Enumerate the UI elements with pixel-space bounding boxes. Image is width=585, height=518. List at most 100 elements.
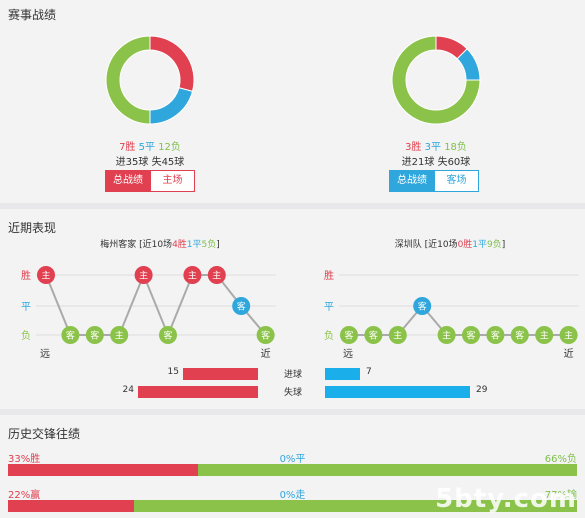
right-form-match-venue: 客 bbox=[418, 301, 427, 313]
left-form-axis-loss-label: 负 bbox=[21, 329, 31, 342]
right-form-match-node[interactable] bbox=[486, 326, 505, 344]
right-goals-for-value: 7 bbox=[366, 367, 372, 377]
left-form-match-venue: 主 bbox=[41, 270, 50, 282]
left-record-donut bbox=[105, 35, 195, 125]
left-summary-wins: 4胜 bbox=[172, 240, 187, 250]
left-summary-prefix: [近10场 bbox=[139, 240, 173, 250]
left-tab-home[interactable]: 主场 bbox=[150, 170, 195, 192]
right-form-near-label: 近 bbox=[564, 347, 574, 360]
right-goals: 进21球 失60球 bbox=[401, 157, 471, 168]
right-form-match-venue: 主 bbox=[564, 330, 573, 342]
left-form-match-venue: 主 bbox=[139, 270, 148, 282]
left-form-match-venue: 主 bbox=[115, 330, 124, 342]
left-wins: 7胜 bbox=[119, 142, 136, 153]
left-form-axis-win-label: 胜 bbox=[21, 270, 31, 282]
right-summary-wins: 0胜 bbox=[457, 240, 473, 250]
left-form-match-venue: 客 bbox=[261, 330, 270, 342]
right-form-chart: 胜平负客客主客主客客客主主远近 bbox=[324, 270, 579, 360]
right-form-axis-draw-label: 平 bbox=[324, 302, 334, 313]
left-form-match-node[interactable] bbox=[232, 297, 251, 315]
left-donut-loss-slice bbox=[105, 35, 151, 125]
history-row1-loss-bar bbox=[197, 464, 577, 476]
right-form-match-venue: 客 bbox=[491, 330, 500, 342]
left-form-match-node[interactable] bbox=[37, 266, 55, 284]
left-donut-win-slice bbox=[149, 35, 195, 93]
left-donut-draw-slice bbox=[149, 87, 194, 125]
right-form-match-node[interactable] bbox=[413, 297, 432, 315]
left-form-axis-draw-label: 平 bbox=[21, 302, 31, 313]
watermark-logo: 5bty.com bbox=[435, 484, 577, 514]
left-summary-draws: 1平 bbox=[186, 240, 202, 250]
left-form-match-node[interactable] bbox=[110, 326, 129, 344]
left-form-match-node[interactable] bbox=[256, 326, 275, 344]
right-form-match-node[interactable] bbox=[340, 326, 358, 344]
left-form-match-venue: 主 bbox=[188, 270, 197, 282]
history-row2-loss-bar bbox=[134, 500, 577, 512]
right-recent-header: 深圳队 [近10场0胜1平9负] bbox=[340, 237, 560, 250]
right-tab-overall[interactable]: 总战绩 bbox=[389, 170, 435, 192]
right-form-match-node[interactable] bbox=[437, 326, 456, 344]
goals-for-label: 进球 bbox=[283, 370, 302, 380]
history-row1-left-label: 33%胜 bbox=[8, 454, 41, 465]
section-title-record: 赛事战绩 bbox=[8, 8, 57, 22]
left-goals-for-bar bbox=[183, 368, 258, 380]
right-form-match-node[interactable] bbox=[535, 326, 554, 344]
right-summary-suffix: ] bbox=[501, 240, 506, 250]
right-goals-for-bar bbox=[325, 368, 360, 380]
history-row1-win-bar bbox=[8, 464, 198, 476]
left-summary-suffix: ] bbox=[216, 240, 220, 250]
right-form-match-venue: 客 bbox=[369, 330, 378, 342]
right-form-match-node[interactable] bbox=[364, 326, 383, 344]
left-form-match-node[interactable] bbox=[61, 326, 80, 344]
left-form-match-venue: 主 bbox=[212, 270, 221, 282]
right-wins: 3胜 bbox=[405, 142, 422, 153]
left-form-match-node[interactable] bbox=[134, 266, 153, 284]
right-goals-against-bar bbox=[325, 386, 470, 398]
left-form-match-node[interactable] bbox=[159, 326, 177, 344]
left-tab-overall[interactable]: 总战绩 bbox=[105, 170, 151, 192]
left-form-match-node[interactable] bbox=[183, 266, 202, 284]
right-form-far-label: 远 bbox=[343, 348, 353, 360]
left-form-chart: 胜平负主客客主主客主 主客客远近 bbox=[21, 266, 276, 360]
record-panel: 赛事战绩 7胜 5平 12负 进35球 失45球 总战绩 主场 3胜 3平 18… bbox=[0, 0, 585, 203]
history-row2-right-label: 77%输 bbox=[544, 490, 577, 501]
right-tab-away[interactable]: 客场 bbox=[434, 170, 479, 192]
right-form-match-node[interactable] bbox=[388, 326, 407, 344]
history-row2-mid-label: 0%走 bbox=[279, 490, 306, 501]
left-recent-header: 梅州客家 [近10场4胜1平5负] bbox=[60, 237, 260, 250]
right-form-match-venue: 客 bbox=[344, 330, 353, 342]
right-form-match-venue: 主 bbox=[540, 330, 549, 342]
right-summary-draws: 1平 bbox=[472, 240, 488, 250]
goals-against-label: 失球 bbox=[283, 388, 302, 398]
right-draws: 3平 bbox=[424, 142, 441, 153]
left-losses: 12负 bbox=[158, 142, 181, 153]
right-form-match-node[interactable] bbox=[462, 326, 480, 344]
left-form-match-node[interactable] bbox=[207, 266, 226, 284]
right-form-match-node[interactable] bbox=[510, 326, 529, 344]
right-form-match-node[interactable] bbox=[559, 326, 578, 344]
right-form-match-venue: 主 bbox=[442, 330, 451, 342]
right-form-axis-win-label: 胜 bbox=[324, 270, 334, 282]
history-row2-left-label: 22%赢 bbox=[8, 490, 41, 501]
right-form-form-line bbox=[349, 304, 569, 336]
left-form-near-label: 近 bbox=[261, 347, 271, 360]
recent-panel: 近期表现 梅州客家 [近10场4胜1平5负] 深圳队 [近10场0胜1平9负] … bbox=[0, 209, 585, 409]
left-goals: 进35球 失45球 bbox=[115, 157, 185, 168]
section-title-history: 历史交锋往绩 bbox=[8, 427, 81, 441]
history-row1-right-label: 66%负 bbox=[544, 454, 577, 465]
left-form-match-venue: 客 bbox=[66, 330, 75, 342]
history-panel: 历史交锋往绩 33%胜 0%平 66%负 22%赢 0%走 77%输 5bty.… bbox=[0, 415, 585, 518]
right-team-name[interactable]: 深圳队 bbox=[394, 240, 422, 250]
left-summary-losses: 5负 bbox=[201, 240, 217, 250]
left-record-counts: 7胜 5平 12负 bbox=[100, 138, 200, 153]
left-team-name[interactable]: 梅州客家 bbox=[100, 240, 137, 250]
left-form-match-venue: 客 bbox=[163, 330, 172, 342]
left-form-match-node[interactable] bbox=[85, 326, 104, 344]
left-goals-against-value: 24 bbox=[122, 385, 134, 395]
left-form-far-label: 远 bbox=[40, 348, 50, 360]
right-form-match-venue: 主 bbox=[393, 330, 402, 342]
left-goals-for-value: 15 bbox=[167, 367, 179, 377]
right-losses: 18负 bbox=[444, 142, 467, 153]
left-form-match-venue: 客 bbox=[237, 301, 246, 313]
right-form-axis-loss-label: 负 bbox=[324, 329, 334, 342]
